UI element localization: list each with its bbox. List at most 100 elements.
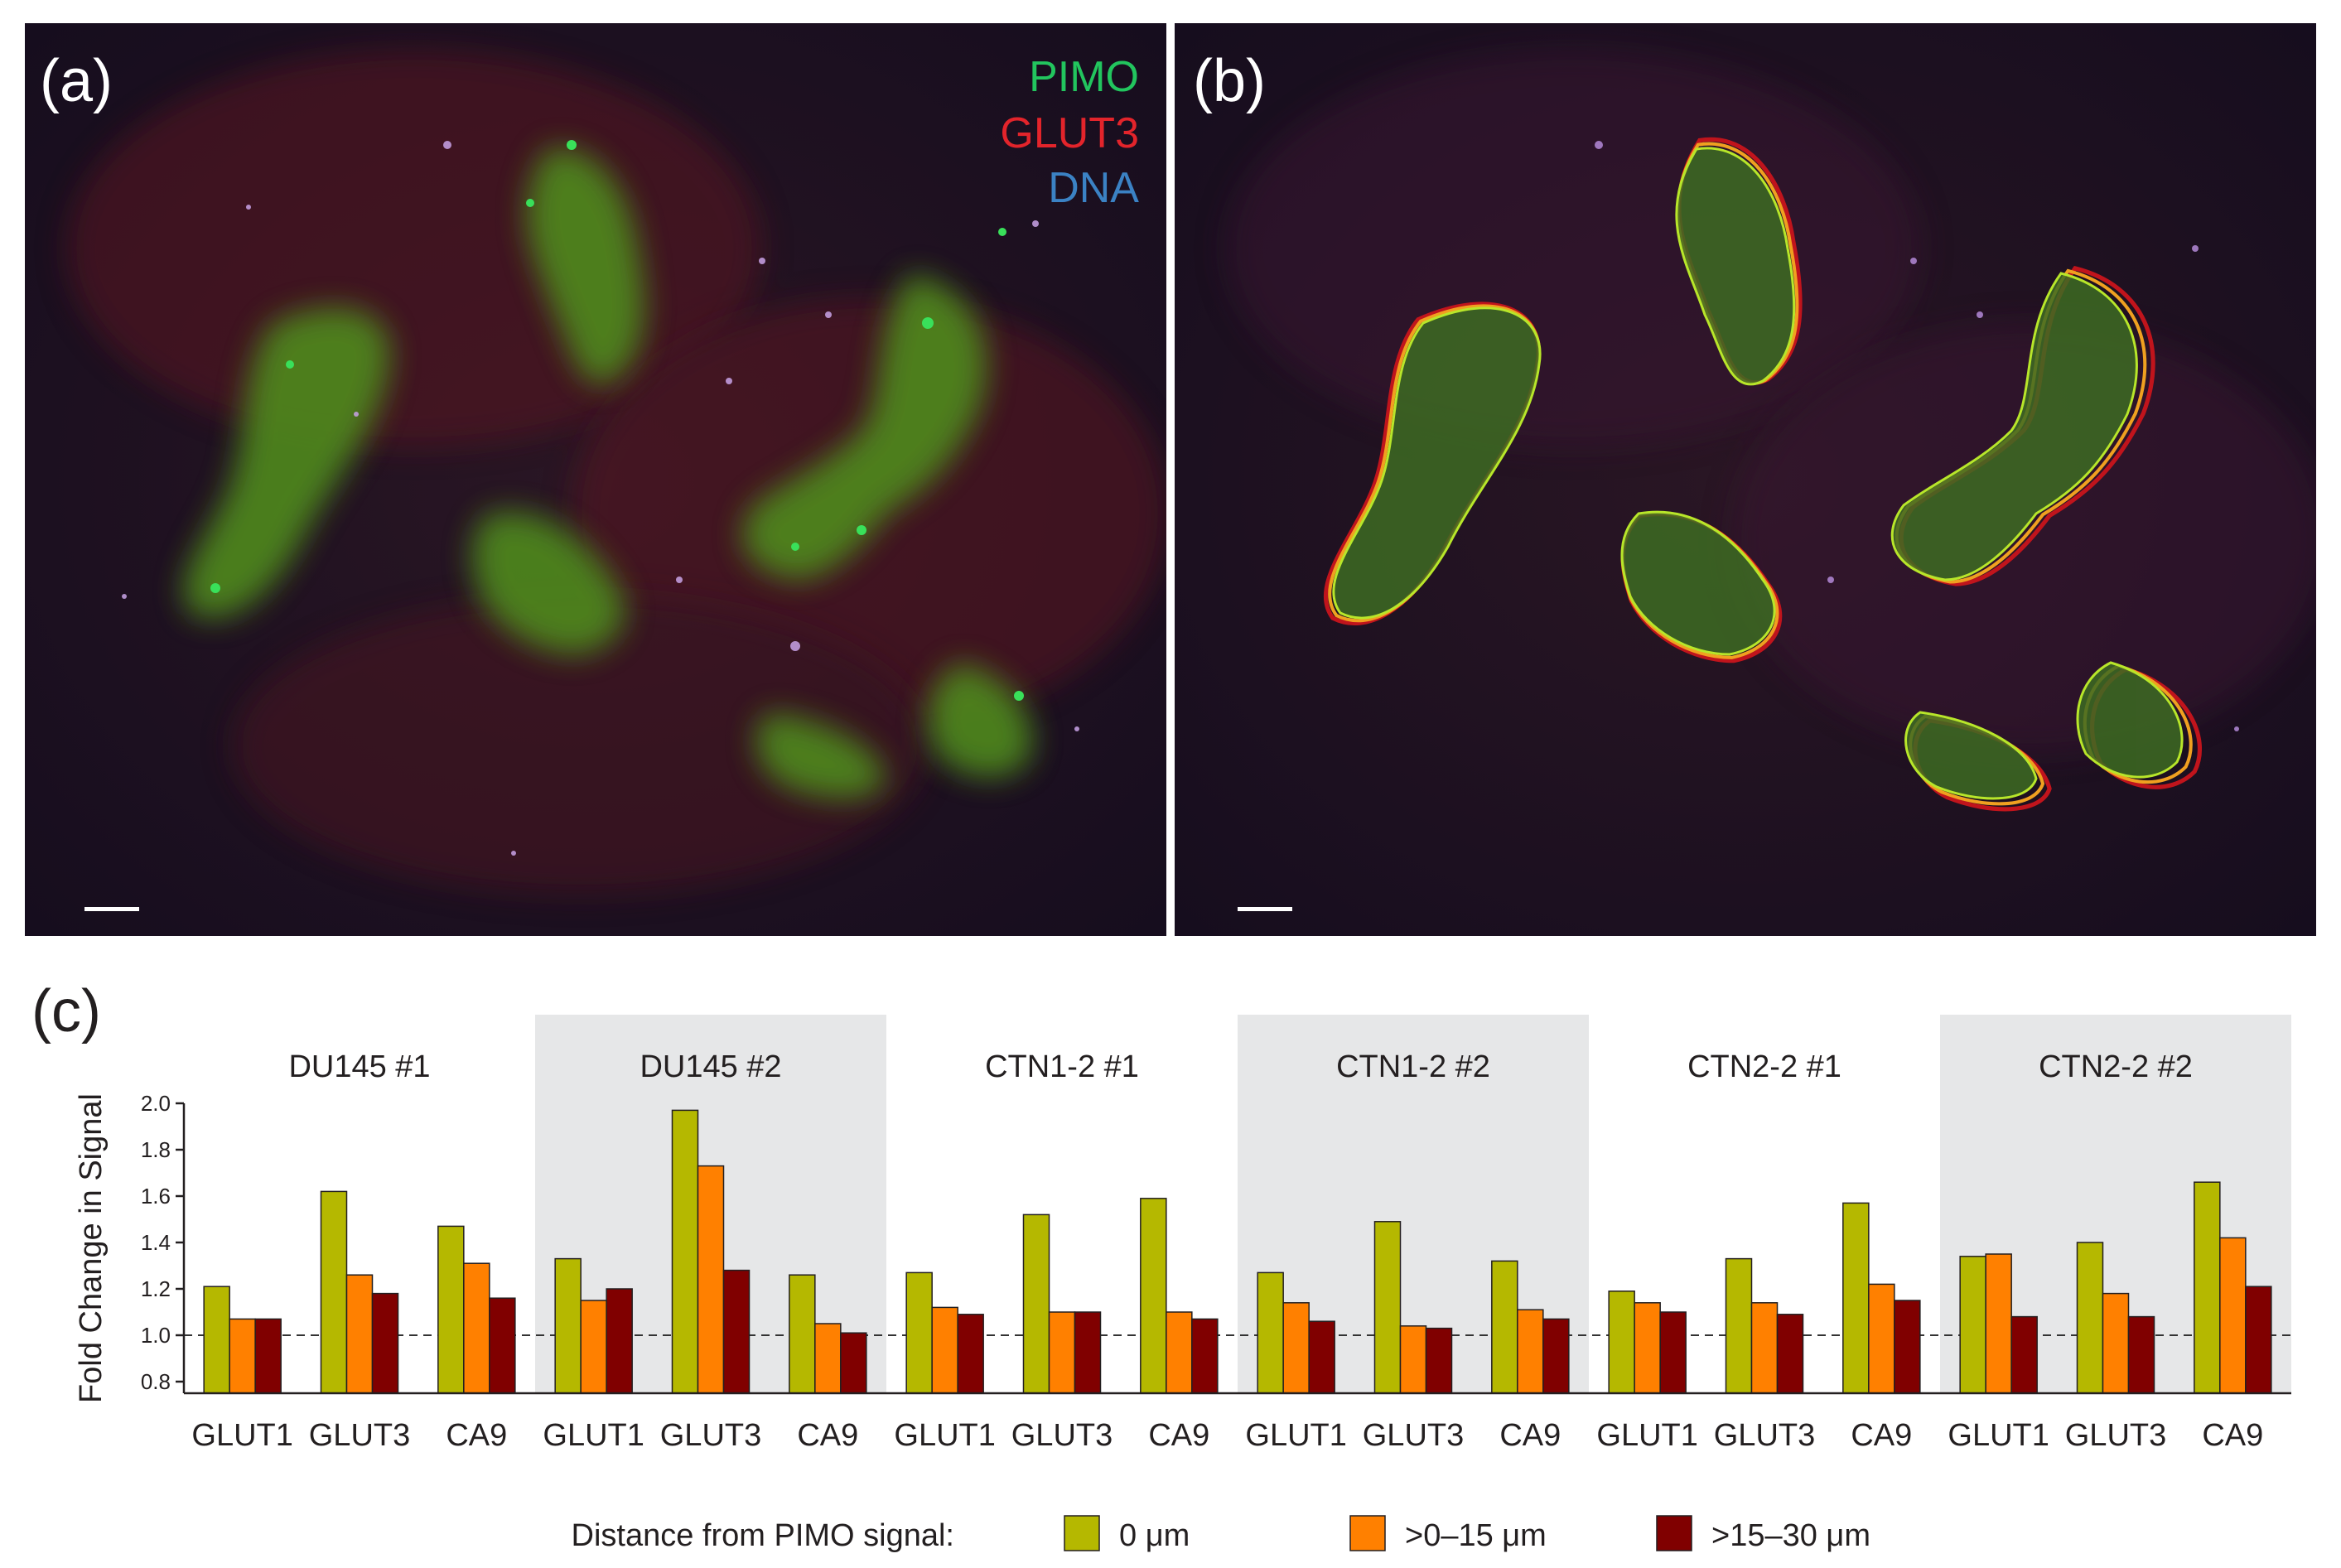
panel-a-pimo-spots xyxy=(210,140,1024,701)
y-axis-title: Fold Change in Signal xyxy=(74,1093,109,1403)
bar xyxy=(1750,1302,1779,1394)
bar xyxy=(345,1274,374,1394)
panel-a-image xyxy=(25,23,1166,936)
y-tick-label: 1.2 xyxy=(141,1276,171,1301)
channel-legend-pimo: PIMO xyxy=(1029,53,1139,101)
bar xyxy=(1634,1302,1661,1394)
group-title: DU145 #1 xyxy=(288,1049,430,1084)
bar xyxy=(554,1257,582,1394)
group-title: CTN1-2 #1 xyxy=(985,1049,1139,1084)
bar xyxy=(2010,1315,2038,1394)
bar xyxy=(697,1165,725,1394)
x-tick-label: GLUT3 xyxy=(309,1418,410,1453)
x-tick-label: GLUT1 xyxy=(1245,1418,1346,1453)
legend-swatch xyxy=(1064,1515,1100,1551)
x-tick-label: GLUT1 xyxy=(543,1418,644,1453)
chart-legend: Distance from PIMO signal: 0 μm >0–15 μm >… xyxy=(572,1515,1870,1553)
x-tick-label: CA9 xyxy=(1148,1418,1209,1453)
bar xyxy=(2245,1286,2272,1394)
bar xyxy=(2076,1242,2104,1394)
bar-layer xyxy=(203,1109,2272,1394)
bar xyxy=(2219,1237,2247,1394)
bar xyxy=(1517,1309,1544,1394)
bar xyxy=(489,1297,516,1394)
y-tick-label: 2.0 xyxy=(141,1091,171,1116)
panel-b-image xyxy=(1175,23,2316,936)
x-tick-label: CA9 xyxy=(1851,1418,1912,1453)
bar xyxy=(789,1274,816,1394)
image-channel-legend: PIMO GLUT3 DNA xyxy=(1000,53,1139,212)
channel-legend-glut3: GLUT3 xyxy=(1000,109,1139,157)
bar xyxy=(580,1300,607,1394)
legend-label: >15–30 μm xyxy=(1711,1518,1870,1553)
group-title: CTN2-2 #1 xyxy=(1687,1049,1841,1084)
bar xyxy=(254,1318,282,1394)
y-tick-label: 0.8 xyxy=(141,1369,171,1394)
legend-swatch xyxy=(1656,1515,1692,1551)
bar xyxy=(671,1109,699,1394)
bar xyxy=(1140,1198,1167,1394)
x-tick-label: CA9 xyxy=(2202,1418,2263,1453)
bar xyxy=(1894,1300,1921,1394)
x-tick-label: GLUT1 xyxy=(1596,1418,1697,1453)
chart-legend-title: Distance from PIMO signal: xyxy=(572,1518,954,1553)
channel-legend-dna: DNA xyxy=(1048,164,1139,212)
bar xyxy=(905,1271,933,1394)
bar xyxy=(2127,1315,2155,1394)
x-tick-label: GLUT1 xyxy=(191,1418,292,1453)
x-tick-label: GLUT1 xyxy=(894,1418,995,1453)
bar xyxy=(320,1190,348,1394)
x-tick-labels: GLUT1 GLUT3 CA9 GLUT1 GLUT3 CA9 GLUT1 GLUT3 CA9 G… xyxy=(191,1418,2263,1453)
x-tick-label: GLUT3 xyxy=(1714,1418,1815,1453)
bar xyxy=(1048,1311,1076,1394)
bar xyxy=(203,1286,230,1394)
bar xyxy=(1425,1327,1453,1394)
bar xyxy=(1022,1213,1050,1394)
bar xyxy=(2102,1292,2130,1394)
bar xyxy=(931,1306,958,1394)
panel-label-c: (c) xyxy=(31,978,101,1045)
bar xyxy=(814,1323,842,1394)
legend-label: 0 μm xyxy=(1119,1518,1190,1553)
bar xyxy=(229,1318,256,1394)
bar xyxy=(1308,1320,1335,1394)
y-tick-label: 1.0 xyxy=(141,1323,171,1348)
bar xyxy=(2194,1181,2221,1394)
x-tick-label: CA9 xyxy=(446,1418,507,1453)
bar xyxy=(957,1314,984,1394)
legend-label: >0–15 μm xyxy=(1405,1518,1547,1553)
bar xyxy=(437,1225,465,1394)
y-tick-label: 1.8 xyxy=(141,1137,171,1162)
x-tick-label: GLUT3 xyxy=(2065,1418,2166,1453)
group-title: CTN1-2 #2 xyxy=(1336,1049,1490,1084)
bar xyxy=(1959,1256,1986,1394)
bar xyxy=(463,1262,490,1394)
bar xyxy=(1776,1314,1804,1394)
bar xyxy=(1191,1318,1219,1394)
group-title-layer: DU145 #1 DU145 #2 CTN1-2 #1 CTN1-2 #2 CTN2-2… xyxy=(288,1049,2192,1084)
chart: DU145 #1 DU145 #2 CTN1-2 #1 CTN1-2 #2 CTN2-2… xyxy=(74,1015,2291,1453)
bar xyxy=(1868,1283,1895,1394)
x-tick-label: GLUT3 xyxy=(1011,1418,1113,1453)
y-tick-label: 1.4 xyxy=(141,1230,171,1255)
panel-label-a: (a) xyxy=(40,48,113,114)
bar xyxy=(1074,1311,1102,1394)
bar xyxy=(371,1292,399,1394)
bar xyxy=(1166,1311,1193,1394)
x-tick-label: GLUT1 xyxy=(1948,1418,2049,1453)
x-tick-label: CA9 xyxy=(1499,1418,1561,1453)
bar xyxy=(606,1288,633,1394)
bar xyxy=(1542,1318,1570,1394)
x-tick-label: CA9 xyxy=(797,1418,858,1453)
bar xyxy=(840,1332,867,1394)
bar xyxy=(1491,1260,1518,1394)
x-tick-label: GLUT3 xyxy=(1363,1418,1464,1453)
bar xyxy=(1725,1257,1753,1394)
panel-label-b: (b) xyxy=(1193,48,1266,114)
y-tick-label: 1.6 xyxy=(141,1184,171,1209)
bar xyxy=(722,1269,751,1394)
bar xyxy=(1282,1302,1310,1394)
panel-b-scale-bar xyxy=(1238,907,1292,911)
y-axis: 0.8 1.0 1.2 1.4 1.6 1.8 2.0 xyxy=(141,1091,186,1394)
